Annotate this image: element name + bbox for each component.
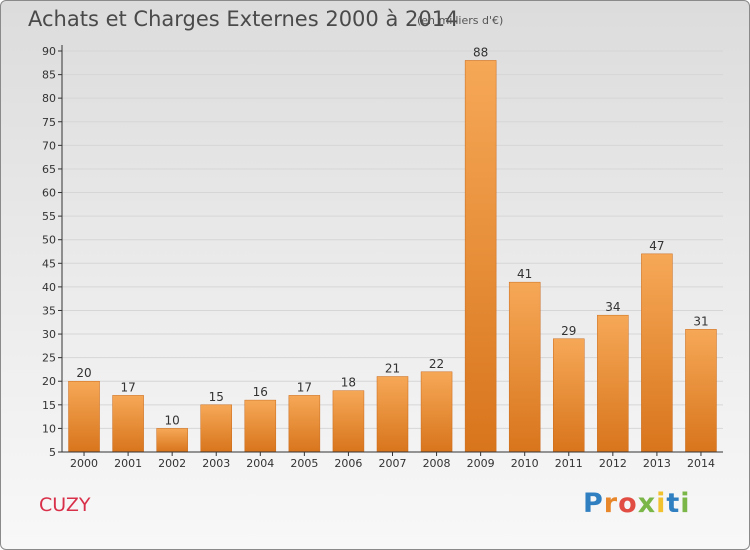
data-label: 18 — [341, 376, 356, 390]
bar-2002 — [156, 428, 188, 453]
x-tick-label: 2000 — [70, 457, 98, 470]
y-tick-label: 85 — [42, 69, 56, 82]
x-tick-label: 2012 — [599, 457, 627, 470]
x-tick-label: 2001 — [114, 457, 142, 470]
data-label: 31 — [693, 314, 708, 328]
bar-2006 — [332, 390, 365, 453]
axes — [58, 45, 723, 456]
data-label: 21 — [385, 362, 400, 376]
x-tick-label: 2013 — [643, 457, 671, 470]
bar-2005 — [288, 395, 321, 453]
logo-letter: o — [618, 488, 638, 519]
y-tick-label: 20 — [42, 375, 56, 388]
y-tick-label: 80 — [42, 92, 56, 105]
bar-2008 — [420, 371, 453, 453]
data-label: 17 — [120, 380, 135, 394]
bar-2007 — [376, 376, 409, 453]
data-label: 34 — [605, 300, 620, 314]
bar-2013 — [641, 253, 673, 453]
y-tick-label: 30 — [42, 328, 56, 341]
data-label: 20 — [76, 366, 91, 380]
data-label: 22 — [429, 357, 444, 371]
y-tick-label: 10 — [42, 422, 56, 435]
chart-unit: (en milliers d'€) — [417, 14, 504, 27]
data-label: 41 — [517, 267, 532, 281]
y-tick-label: 65 — [42, 163, 56, 176]
data-label: 15 — [209, 390, 224, 404]
bar-2010 — [508, 281, 541, 453]
proxiti-logo: Proxiti — [583, 488, 691, 519]
bar-2003 — [200, 404, 232, 453]
y-tick-label: 75 — [42, 116, 56, 129]
y-tick-label: 5 — [49, 446, 56, 459]
data-label: 88 — [473, 45, 488, 59]
y-tick-label: 50 — [42, 234, 56, 247]
logo-letter: x — [637, 488, 657, 519]
logo-letter: i — [680, 488, 691, 519]
y-tick-label: 35 — [42, 304, 56, 317]
x-tick-label: 2009 — [467, 457, 495, 470]
x-tick-label: 2011 — [555, 457, 583, 470]
x-tick-label: 2008 — [423, 457, 451, 470]
data-label: 29 — [561, 324, 576, 338]
data-label: 47 — [649, 239, 664, 253]
y-tick-label: 90 — [42, 45, 56, 58]
y-tick-label: 40 — [42, 281, 56, 294]
x-tick-label: 2006 — [334, 457, 362, 470]
logo-letter: t — [666, 488, 681, 519]
data-label: 10 — [165, 413, 180, 427]
x-tick-label: 2005 — [290, 457, 318, 470]
x-tick-label: 2002 — [158, 457, 186, 470]
y-tick-label: 60 — [42, 187, 56, 200]
y-tick-label: 25 — [42, 352, 56, 365]
bar-2011 — [553, 338, 585, 453]
x-tick-label: 2014 — [687, 457, 715, 470]
data-label: 17 — [297, 380, 312, 394]
x-tick-label: 2007 — [379, 457, 407, 470]
x-tick-label: 2003 — [202, 457, 230, 470]
bar-2000 — [68, 380, 100, 453]
y-tick-label: 15 — [42, 399, 56, 412]
x-tick-label: 2004 — [246, 457, 274, 470]
bar-2004 — [244, 399, 277, 453]
data-label: 16 — [253, 385, 268, 399]
bar-2009 — [464, 60, 497, 453]
logo-letter: i — [656, 488, 667, 519]
bar-2014 — [685, 329, 717, 453]
bar-2012 — [597, 314, 629, 453]
y-tick-label: 55 — [42, 210, 56, 223]
bars — [68, 60, 717, 453]
logo-letter: P — [583, 488, 604, 519]
logo-letter: r — [603, 488, 619, 519]
labels: 5 10 15 20 25 30 35 40 45 50 55 60 65 70 75 80 85 90 20 200… — [42, 45, 715, 470]
commune-name: CUZY — [39, 494, 91, 516]
bar-2001 — [112, 395, 144, 453]
chart-title: Achats et Charges Externes 2000 à 2014 — [28, 7, 459, 31]
x-tick-label: 2010 — [511, 457, 539, 470]
y-tick-label: 70 — [42, 139, 56, 152]
y-tick-label: 45 — [42, 257, 56, 270]
